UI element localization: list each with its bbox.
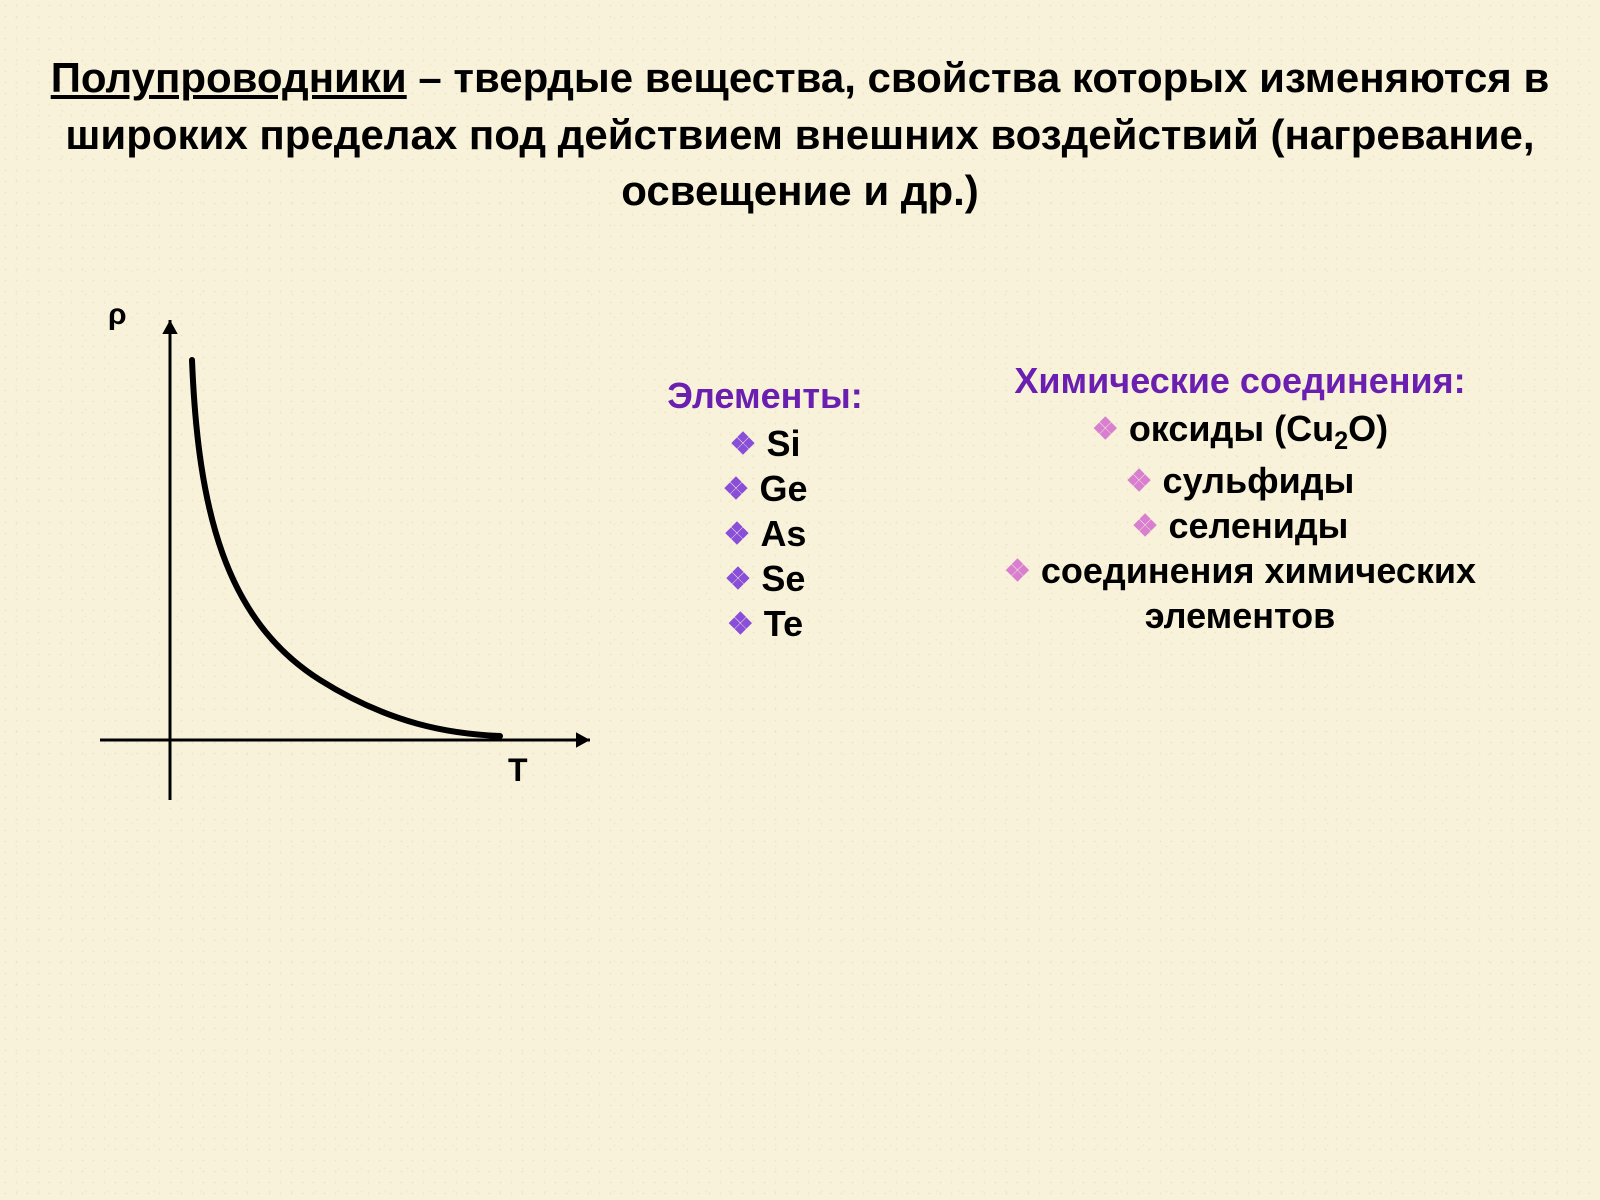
compounds-item: ❖селениды bbox=[930, 503, 1550, 548]
resistivity-temperature-chart: ρ T bbox=[70, 300, 630, 840]
compounds-item-label: соединения химических элементов bbox=[1041, 550, 1476, 636]
elements-title: Элементы: bbox=[600, 375, 930, 417]
elements-item: ❖Se bbox=[600, 556, 930, 601]
compounds-item: ❖ оксиды (Cu2O) bbox=[930, 406, 1550, 458]
compounds-item: ❖ сульфиды bbox=[930, 458, 1550, 503]
elements-item: ❖As bbox=[600, 511, 930, 556]
compounds-title: Химические соединения: bbox=[930, 360, 1550, 402]
compounds-item-label: сульфиды bbox=[1163, 460, 1355, 501]
elements-list: Элементы: ❖Si❖Ge❖As❖Se❖Te bbox=[600, 375, 930, 646]
diamond-bullet-icon: ❖ bbox=[724, 516, 751, 554]
elements-item: ❖Si bbox=[600, 421, 930, 466]
elements-item-label: Si bbox=[766, 423, 800, 464]
diamond-bullet-icon: ❖ bbox=[727, 606, 754, 644]
slide-heading: Полупроводники – твердые вещества, свойс… bbox=[50, 50, 1550, 220]
elements-item-label: Ge bbox=[759, 468, 807, 509]
compounds-list: Химические соединения: ❖оксиды (Cu2O)❖су… bbox=[930, 360, 1550, 638]
diamond-bullet-icon: ❖ bbox=[725, 561, 752, 599]
compounds-item-label: селениды bbox=[1168, 505, 1348, 546]
compounds-item-label: оксиды (Cu2O) bbox=[1129, 408, 1388, 449]
elements-item-label: As bbox=[760, 513, 806, 554]
y-axis-label: ρ bbox=[108, 298, 127, 332]
x-axis-label: T bbox=[508, 752, 528, 789]
elements-item: ❖Ge bbox=[600, 466, 930, 511]
diamond-bullet-icon: ❖ bbox=[723, 471, 750, 509]
compounds-item: ❖ соединения химических элементов bbox=[930, 548, 1550, 638]
chart-svg bbox=[70, 300, 630, 840]
elements-item-label: Te bbox=[764, 603, 803, 644]
diamond-bullet-icon: ❖ bbox=[1092, 411, 1119, 449]
elements-item-label: Se bbox=[761, 558, 805, 599]
diamond-bullet-icon: ❖ bbox=[1004, 553, 1031, 591]
heading-term: Полупроводники bbox=[51, 54, 407, 101]
diamond-bullet-icon: ❖ bbox=[1132, 508, 1159, 546]
elements-item: ❖ Te bbox=[600, 601, 930, 646]
diamond-bullet-icon: ❖ bbox=[730, 426, 757, 464]
diamond-bullet-icon: ❖ bbox=[1126, 463, 1153, 501]
